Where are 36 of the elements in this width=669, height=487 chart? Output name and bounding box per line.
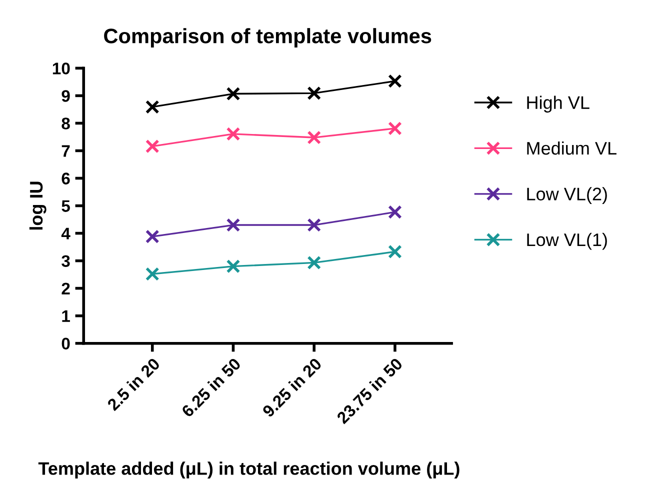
- point: [388, 74, 402, 88]
- point: [307, 256, 322, 270]
- point: [226, 218, 240, 232]
- point: [307, 86, 322, 100]
- point: [145, 100, 160, 114]
- point: [145, 267, 160, 281]
- legend-label: High VL: [527, 96, 590, 113]
- point: [388, 205, 402, 220]
- legend-label: Low VL(2): [527, 187, 607, 204]
- y-tick-label: 4: [61, 228, 70, 240]
- y-tick-label: 9: [62, 90, 70, 102]
- y-tick-label: 1: [62, 310, 70, 322]
- y-tick-label: 3: [62, 255, 70, 268]
- y-tick-label: 7: [62, 145, 70, 157]
- x-tick-label: 2.5 in 20: [106, 357, 161, 412]
- point: [307, 218, 322, 232]
- y-tick-label: 8: [62, 118, 70, 130]
- y-tick-label: 2: [62, 282, 70, 294]
- x-axis-title: Template added (μL) in total reaction volume (μL): [38, 462, 460, 478]
- y-tick-label: 0: [62, 338, 70, 350]
- legend-label: Low VL(1): [527, 232, 607, 250]
- point: [145, 230, 160, 244]
- legend-label: Medium VL: [527, 141, 616, 155]
- y-tick-label: 6: [62, 172, 70, 184]
- y-tick-label: 10: [52, 62, 70, 74]
- point: [307, 130, 322, 144]
- point: [388, 121, 402, 136]
- point: [226, 259, 240, 274]
- y-tick-label: 5: [62, 200, 70, 212]
- chart-title: Comparison of template volumes: [104, 28, 432, 48]
- x-tick-label: 6.25 in 50: [180, 357, 242, 418]
- y-axis-title: log IU: [29, 182, 46, 230]
- point: [388, 244, 402, 259]
- point: [226, 86, 240, 101]
- point: [226, 126, 240, 141]
- point: [145, 139, 160, 154]
